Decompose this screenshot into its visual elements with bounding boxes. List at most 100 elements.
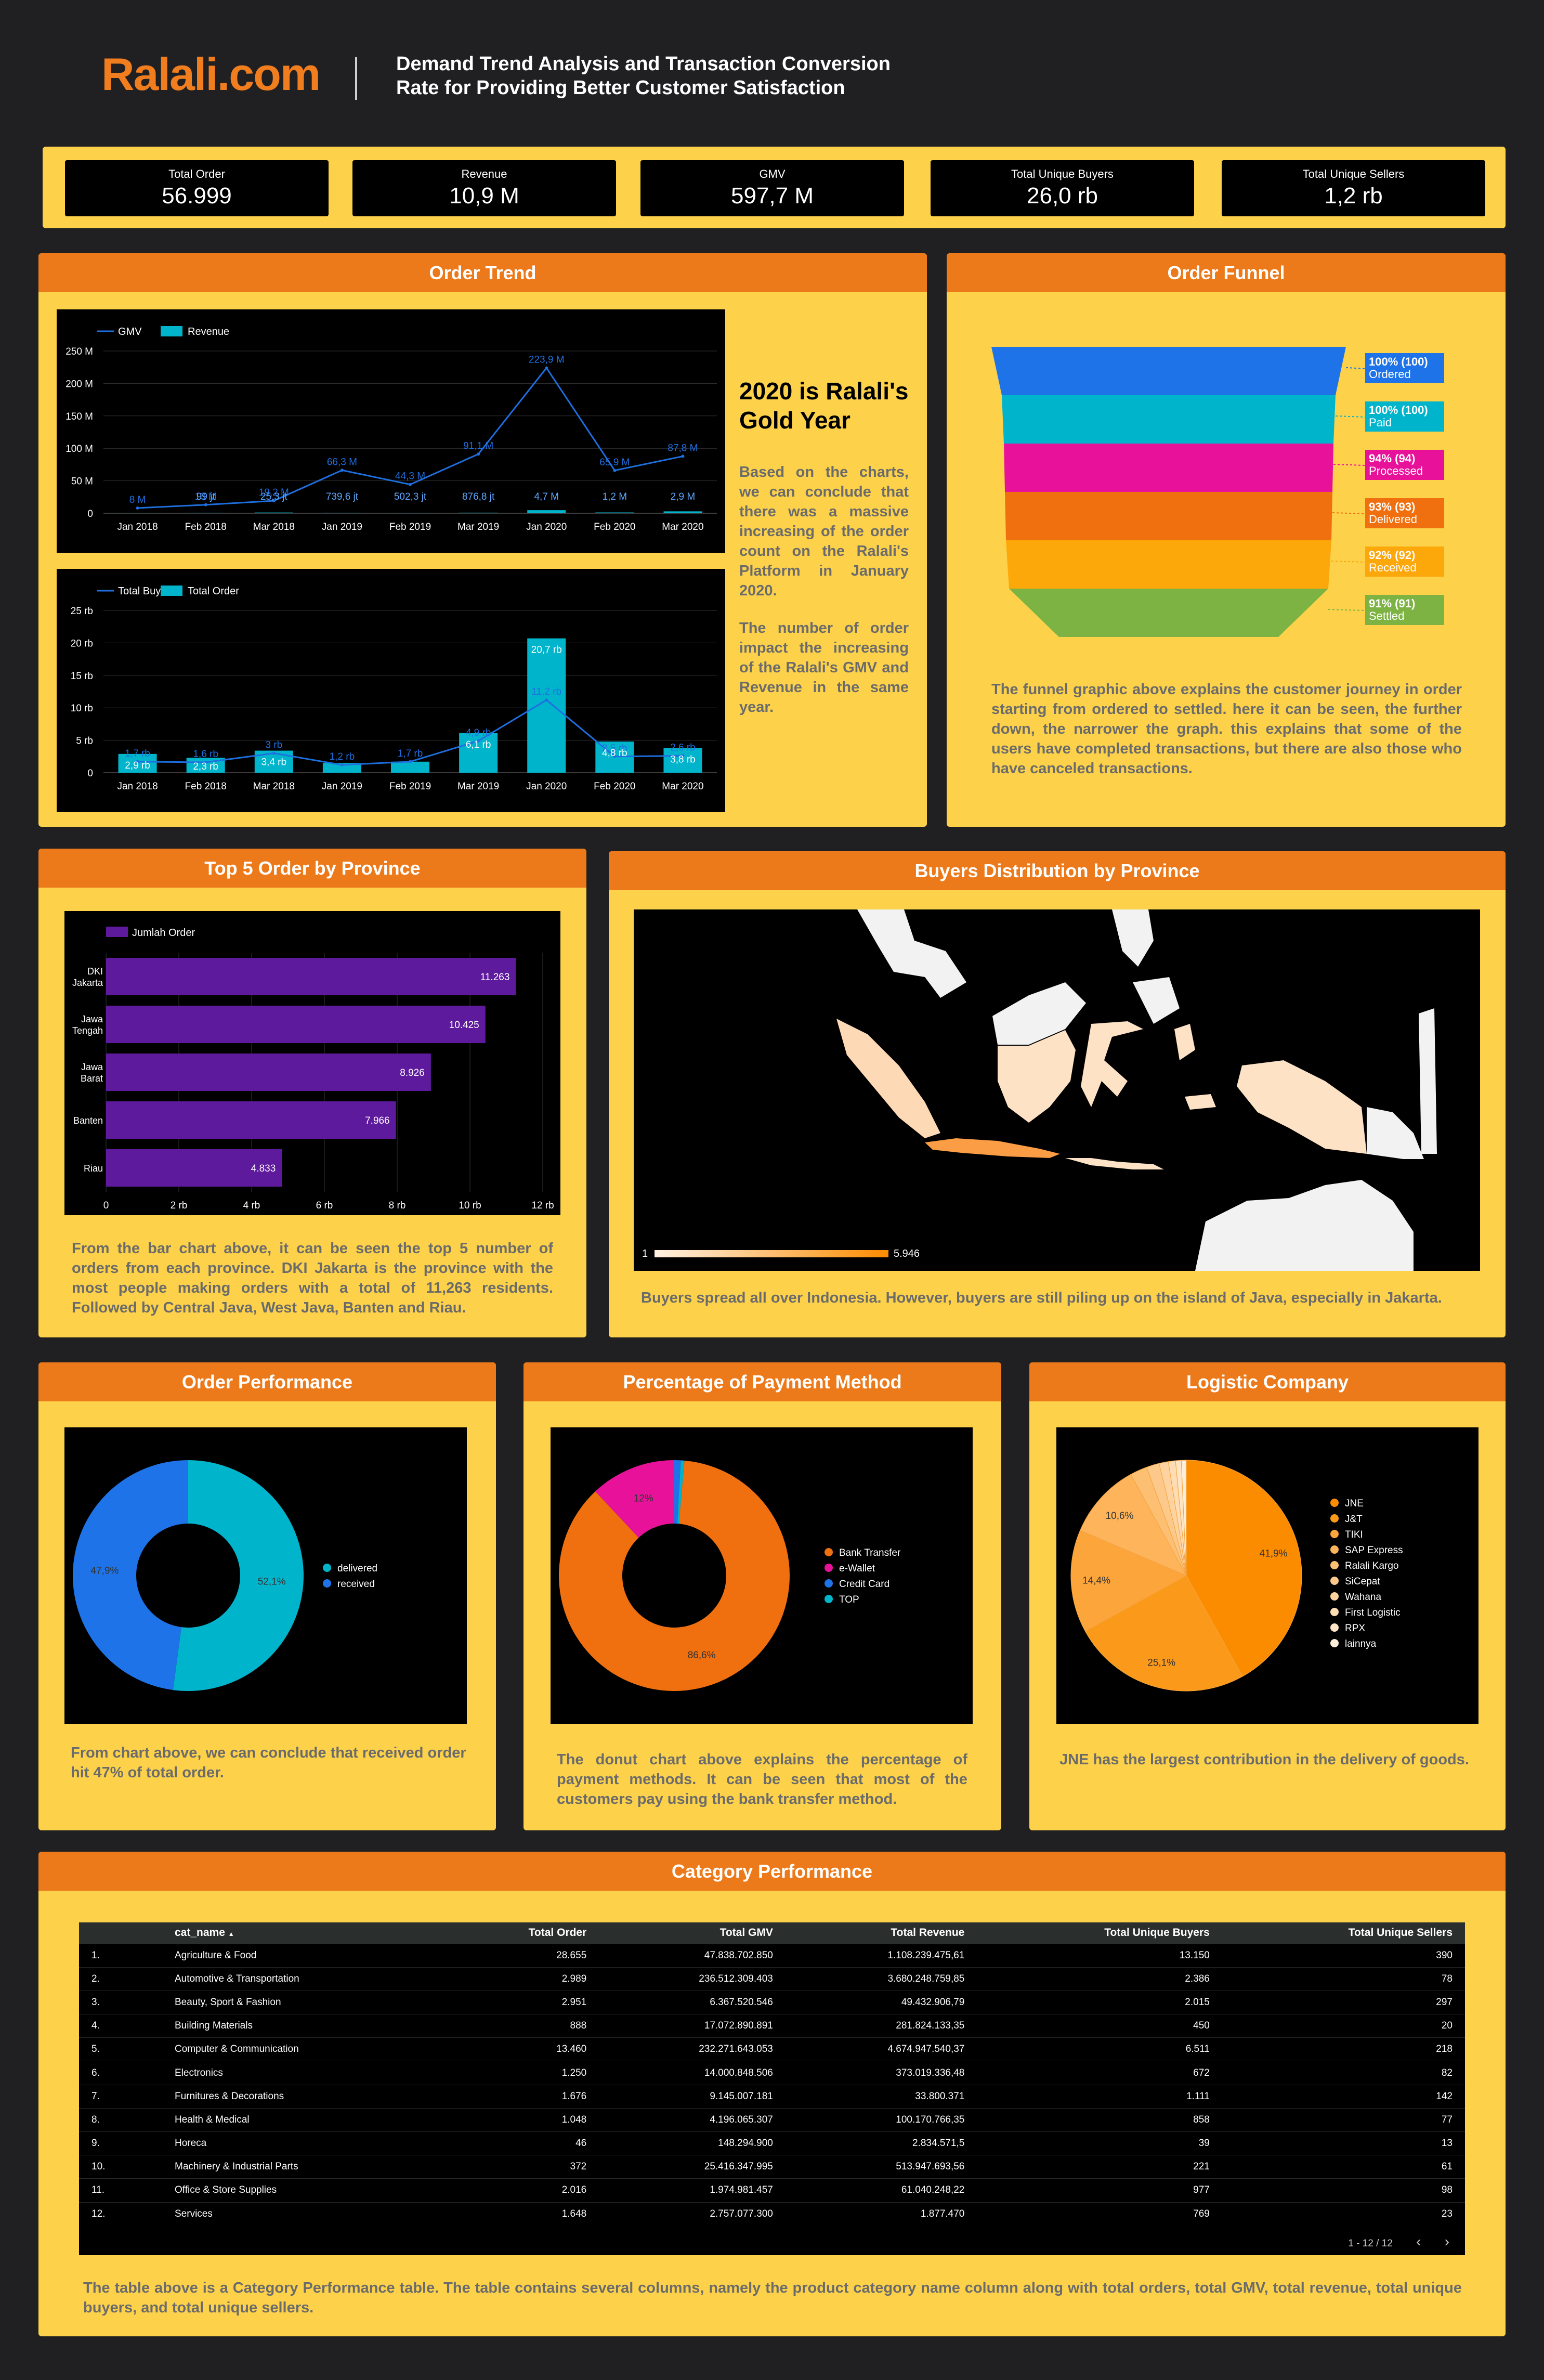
y-tick-label: DKI	[87, 966, 103, 977]
y-tick-label: 0	[87, 768, 93, 779]
funnel-label-bg	[1365, 547, 1444, 577]
table-row[interactable]: 6. Electronics 1.250 14.000.848.506 373.019.…	[79, 2061, 1465, 2085]
chart-bg	[57, 309, 725, 553]
table-cell: 3.680.248.759,85	[785, 1967, 977, 1991]
data-label: 86,6%	[688, 1650, 716, 1661]
legend-bar-marker	[161, 586, 182, 596]
table-row[interactable]: 8. Health & Medical 1.048 4.196.065.307 100.…	[79, 2108, 1465, 2132]
table-row[interactable]: 4. Building Materials 888 17.072.890.891 281…	[79, 2014, 1465, 2038]
col-total-order[interactable]: Total Order	[443, 1922, 599, 1944]
funnel-label-bg	[1365, 595, 1444, 625]
legend-label: SiCepat	[1345, 1576, 1380, 1587]
kpi-revenue: Revenue 10,9 M	[352, 160, 616, 216]
table-row[interactable]: 7. Furnitures & Decorations 1.676 9.145.007…	[79, 2084, 1465, 2109]
data-label: 14,4%	[1082, 1576, 1110, 1586]
table-cell: 236.512.309.403	[599, 1967, 786, 1991]
table-cell: 1.108.239.475,61	[785, 1943, 977, 1968]
funnel-stage	[991, 347, 1346, 395]
pie-slice	[1080, 1474, 1187, 1577]
bar	[527, 638, 566, 773]
table-cell: 372	[443, 2155, 599, 2179]
table-cell: Automotive & Transportation	[162, 1967, 443, 1991]
buyers-map-desc: Buyers spread all over Indonesia. Howeve…	[641, 1290, 1442, 1306]
col-total-revenue[interactable]: Total Revenue	[785, 1922, 977, 1944]
funnel-label-bg	[1365, 401, 1444, 432]
chevron-right-icon[interactable]: ›	[1444, 2233, 1449, 2249]
table-row[interactable]: 10. Machinery & Industrial Parts 372 25.416…	[79, 2155, 1465, 2179]
map-land-mainland	[857, 909, 966, 998]
col-total-gmv[interactable]: Total GMV	[599, 1922, 786, 1944]
point	[545, 366, 548, 370]
table-cell: Machinery & Industrial Parts	[162, 2155, 443, 2179]
table-row[interactable]: 9. Horeca 46 148.294.900 2.834.571,5 39 13	[79, 2131, 1465, 2155]
table-cell: 2.989	[443, 1967, 599, 1991]
table-cell: 218	[1222, 2037, 1465, 2061]
table-row[interactable]: 12. Services 1.648 2.757.077.300 1.877.470 76…	[79, 2202, 1465, 2226]
funnel-pct: 100% (100)	[1369, 355, 1428, 368]
bar	[663, 511, 702, 513]
map-legend-max: 5.946	[894, 1248, 920, 1259]
data-label: 1,2 rb	[330, 751, 355, 762]
x-tick-label: Jan 2020	[526, 522, 567, 532]
table-row[interactable]: 11. Office & Store Supplies 2.016 1.974.981…	[79, 2178, 1465, 2203]
data-label: 1,7 rb	[398, 748, 423, 759]
data-label: 7.966	[365, 1115, 390, 1126]
legend-bar-marker	[161, 326, 182, 336]
data-label: 91,1 M	[463, 440, 493, 451]
table-cell: 77	[1222, 2108, 1465, 2132]
order-trend-desc-2: The number of order impact the increasin…	[739, 620, 909, 716]
legend-marker	[825, 1548, 833, 1556]
top5-bar-chart: Jumlah Order 0 2 rb 4 rb 6 rb 8 rb 10 rb 12 rb 1…	[64, 911, 560, 1215]
category-table-container: cat_name ▲ Total Order Total GMV Total R…	[79, 1922, 1465, 2255]
panel-title: Order Trend	[38, 253, 927, 292]
data-label: 4.833	[251, 1163, 276, 1174]
kpi-label: Revenue	[461, 167, 507, 180]
gmv-revenue-chart: GMV Revenue 0 50 M 100 M 150 M 200 M 250 M Jan 2…	[57, 309, 725, 553]
table-cell: Electronics	[162, 2061, 443, 2085]
funnel-connector	[1333, 464, 1366, 466]
chevron-left-icon[interactable]: ‹	[1416, 2233, 1421, 2249]
table-row[interactable]: 1. Agriculture & Food 28.655 47.838.702.850…	[79, 1943, 1465, 1968]
logistic-pie: 41,9% 25,1% 14,4% 10,6% JNE J&T TIKI SAP Expres…	[1056, 1427, 1478, 1724]
legend-marker	[323, 1579, 331, 1588]
data-label: 44,3 M	[395, 471, 425, 482]
row-index: 4.	[79, 2014, 162, 2038]
y-tick-label: Banten	[73, 1115, 103, 1126]
x-tick-label: 0	[103, 1200, 109, 1211]
table-cell: 49.432.906,79	[785, 1990, 977, 2014]
table-cell: Horeca	[162, 2131, 443, 2155]
legend-marker	[1330, 1592, 1339, 1601]
buyers-map-panel: Buyers Distribution by Province	[609, 851, 1506, 1337]
x-tick-label: Jan 2018	[117, 522, 158, 532]
x-tick-label: 2 rb	[171, 1200, 188, 1211]
legend-label: Total Order	[188, 586, 239, 597]
payment-method-desc: The donut chart above explains the perce…	[557, 1751, 967, 1807]
table-row[interactable]: 3. Beauty, Sport & Fashion 2.951 6.367.520.…	[79, 1990, 1465, 2014]
point	[545, 698, 548, 702]
legend-marker	[1330, 1608, 1339, 1616]
data-label: 11.263	[480, 972, 510, 983]
funnel-stage	[1009, 589, 1328, 637]
col-unique-sellers[interactable]: Total Unique Sellers	[1222, 1922, 1465, 1944]
payment-method-donut: 86,6% 12% Bank Transfer e-Wallet Credit Card…	[551, 1427, 973, 1724]
data-label: 2,9 rb	[125, 760, 150, 771]
funnel-label-bg	[1365, 353, 1444, 383]
funnel-stage	[1002, 395, 1336, 444]
col-unique-buyers[interactable]: Total Unique Buyers	[977, 1922, 1222, 1944]
sort-asc-icon[interactable]: ▲	[228, 1930, 234, 1938]
legend-label: Ralali Kargo	[1345, 1560, 1399, 1571]
table-cell: 100.170.766,35	[785, 2108, 977, 2132]
table-row[interactable]: 2. Automotive & Transportation 2.989 236.51…	[79, 1967, 1465, 1991]
legend-marker	[825, 1579, 833, 1588]
point	[409, 760, 412, 763]
x-tick-label: Mar 2018	[253, 781, 295, 792]
table-cell: 2.757.077.300	[599, 2202, 786, 2226]
x-tick-label: Feb 2019	[389, 522, 431, 532]
col-cat-name[interactable]: cat_name ▲	[162, 1922, 443, 1944]
row-index: 10.	[79, 2155, 162, 2179]
table-row[interactable]: 5. Computer & Communication 13.460 232.271.…	[79, 2037, 1465, 2061]
pie-slice	[559, 1460, 790, 1691]
order-performance-donut: 52,1% 47,9% delivered received	[64, 1427, 467, 1724]
table-cell: 13	[1222, 2131, 1465, 2155]
